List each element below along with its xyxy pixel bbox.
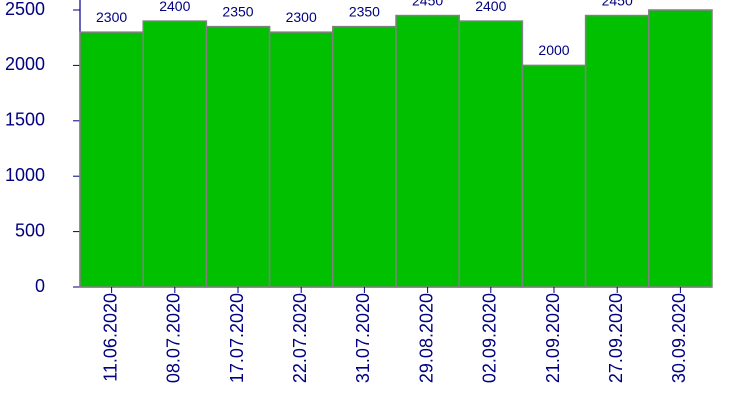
y-tick-label: 2000 [5,54,45,74]
x-tick-label: 31.07.2020 [353,293,373,383]
x-tick-label: 02.09.2020 [480,293,500,383]
bar [395,14,460,288]
y-tick-label: 1500 [5,110,45,130]
value-label: 2350 [349,3,380,19]
x-tick-label: 29.08.2020 [416,293,436,383]
y-tick-label: 500 [15,220,45,240]
value-label: 2450 [412,0,443,8]
bar [268,31,334,288]
bar [648,9,713,288]
x-tick-label: 21.09.2020 [543,293,563,383]
bar [142,20,208,288]
bar [332,25,397,288]
x-tick-label: 30.09.2020 [669,293,689,383]
y-tick-label: 2500 [5,0,45,19]
value-label: 2400 [159,0,190,14]
value-label: 2450 [602,0,633,8]
value-label: 2350 [222,3,253,19]
value-label: 2000 [538,42,569,58]
x-tick-label: 17.07.2020 [227,293,247,383]
x-tick-label: 27.09.2020 [606,293,626,383]
y-tick-label: 0 [35,276,45,296]
x-tick-label: 11.06.2020 [100,293,120,382]
value-label: 2500 [665,0,696,3]
value-label: 2300 [286,9,317,25]
bar [79,31,144,288]
bar [205,25,271,288]
value-label: 2400 [475,0,506,14]
bar [584,14,650,288]
x-tick-label: 22.07.2020 [290,293,310,383]
y-tick-label: 1000 [5,165,45,185]
bar [521,64,587,288]
x-tick-label: 08.07.2020 [164,293,184,383]
bar [458,20,524,288]
value-label: 2300 [96,9,127,25]
